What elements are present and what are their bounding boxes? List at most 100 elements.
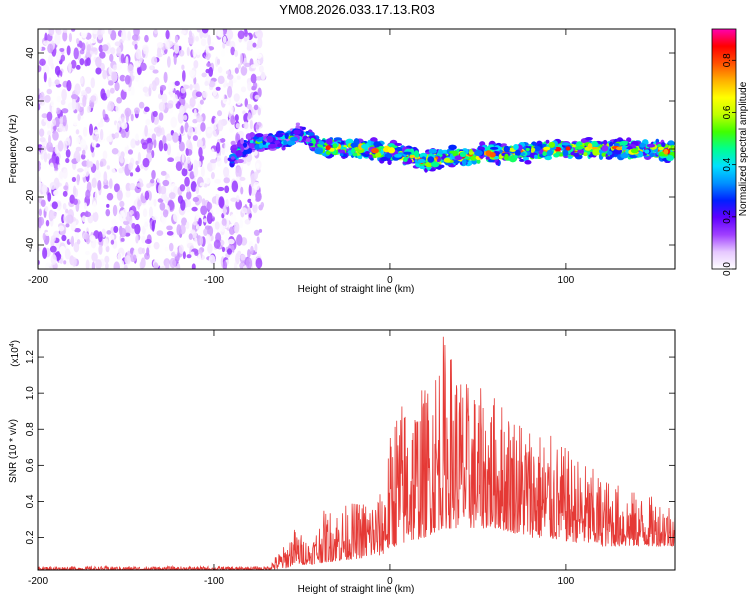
colorbar-tick-label: 0.6 [722, 105, 733, 119]
noise-cell [184, 102, 189, 109]
noise-cell [178, 141, 185, 152]
noise-cell [174, 156, 181, 162]
signal-cell [605, 156, 613, 160]
noise-cell [64, 248, 71, 260]
noise-cell [217, 75, 225, 85]
signal-cell [476, 159, 481, 164]
noise-cell [205, 68, 210, 74]
noise-cell [217, 186, 225, 192]
noise-cell [153, 126, 161, 133]
noise-cell [63, 185, 69, 191]
signal-cell [461, 158, 467, 166]
noise-cell [186, 46, 190, 57]
noise-cell [148, 206, 154, 219]
noise-cell [135, 160, 139, 166]
noise-cell [127, 30, 131, 41]
noise-cell [233, 93, 240, 102]
noise-cell [117, 221, 124, 226]
signal-cell [565, 146, 571, 151]
noise-cell [71, 29, 76, 32]
noise-cell [208, 254, 216, 265]
signal-cell [287, 140, 296, 146]
snr-series-line [38, 336, 675, 570]
signal-cell [333, 137, 342, 141]
noise-cell [166, 103, 174, 109]
signal-cell [236, 159, 244, 164]
noise-cell [105, 245, 110, 253]
noise-cell [68, 32, 72, 43]
noise-cell [62, 29, 68, 33]
noise-cell [61, 234, 67, 242]
signal-cell [545, 139, 550, 144]
noise-cell [139, 261, 145, 269]
noise-cell [45, 219, 50, 227]
noise-cell [49, 162, 54, 173]
noise-cell [217, 29, 223, 38]
spectrogram-y-label: Frequency (Hz) [8, 115, 19, 184]
noise-cell [91, 261, 96, 269]
noise-cell [79, 105, 84, 116]
noise-cell [173, 211, 179, 223]
noise-cell [224, 185, 230, 194]
noise-cell [248, 213, 252, 219]
noise-cell [141, 247, 145, 254]
spectrogram-x-label: Height of straight line (km) [298, 284, 415, 295]
noise-cell [234, 67, 239, 74]
noise-cell [57, 164, 62, 170]
noise-cell [245, 257, 253, 269]
noise-cell [65, 158, 70, 164]
noise-cell [189, 97, 196, 108]
noise-cell [254, 243, 258, 253]
noise-cell [118, 210, 126, 223]
signal-cell [289, 136, 298, 142]
noise-cell [38, 201, 41, 211]
noise-cell [169, 91, 174, 98]
noise-cell [142, 157, 150, 168]
noise-cell [221, 246, 226, 253]
noise-cell [71, 98, 77, 111]
noise-cell [212, 203, 217, 215]
snr-frame [37, 329, 676, 571]
signal-cell [387, 159, 392, 166]
noise-cell [165, 29, 170, 40]
noise-cell [46, 141, 53, 152]
noise-cell [56, 50, 62, 62]
noise-cell [242, 110, 246, 115]
noise-cell [99, 161, 104, 168]
y-tick-label: 1.0 [25, 386, 36, 400]
signal-cell [266, 135, 274, 143]
noise-cell [65, 149, 71, 158]
noise-cell [208, 80, 216, 88]
noise-cell [188, 233, 193, 240]
noise-cell [149, 83, 153, 89]
signal-cell [644, 149, 650, 154]
noise-cell [210, 122, 218, 131]
noise-cell [239, 79, 247, 84]
noise-cell [157, 198, 164, 203]
noise-cell [72, 119, 79, 126]
noise-cell [258, 65, 264, 73]
noise-cell [95, 259, 102, 269]
noise-cell [38, 88, 41, 96]
noise-cell [186, 190, 192, 200]
noise-cell [80, 29, 88, 39]
noise-cell [98, 44, 104, 53]
noise-cell [38, 150, 41, 161]
colorbar-tick-label: 0.4 [722, 157, 733, 171]
noise-cell [148, 85, 152, 97]
noise-cell [224, 106, 229, 114]
noise-cell [83, 202, 88, 210]
noise-cell [257, 107, 261, 116]
noise-cell [249, 119, 253, 130]
noise-cell [38, 260, 41, 266]
noise-cell [58, 225, 65, 232]
noise-cell [190, 180, 197, 192]
noise-cell [62, 114, 67, 127]
signal-cell [340, 140, 345, 145]
noise-cell [181, 168, 188, 177]
noise-cell [174, 247, 178, 255]
noise-cell [192, 135, 198, 142]
signal-cell [525, 147, 530, 152]
noise-cell [114, 81, 120, 92]
signal-cell [380, 156, 389, 162]
